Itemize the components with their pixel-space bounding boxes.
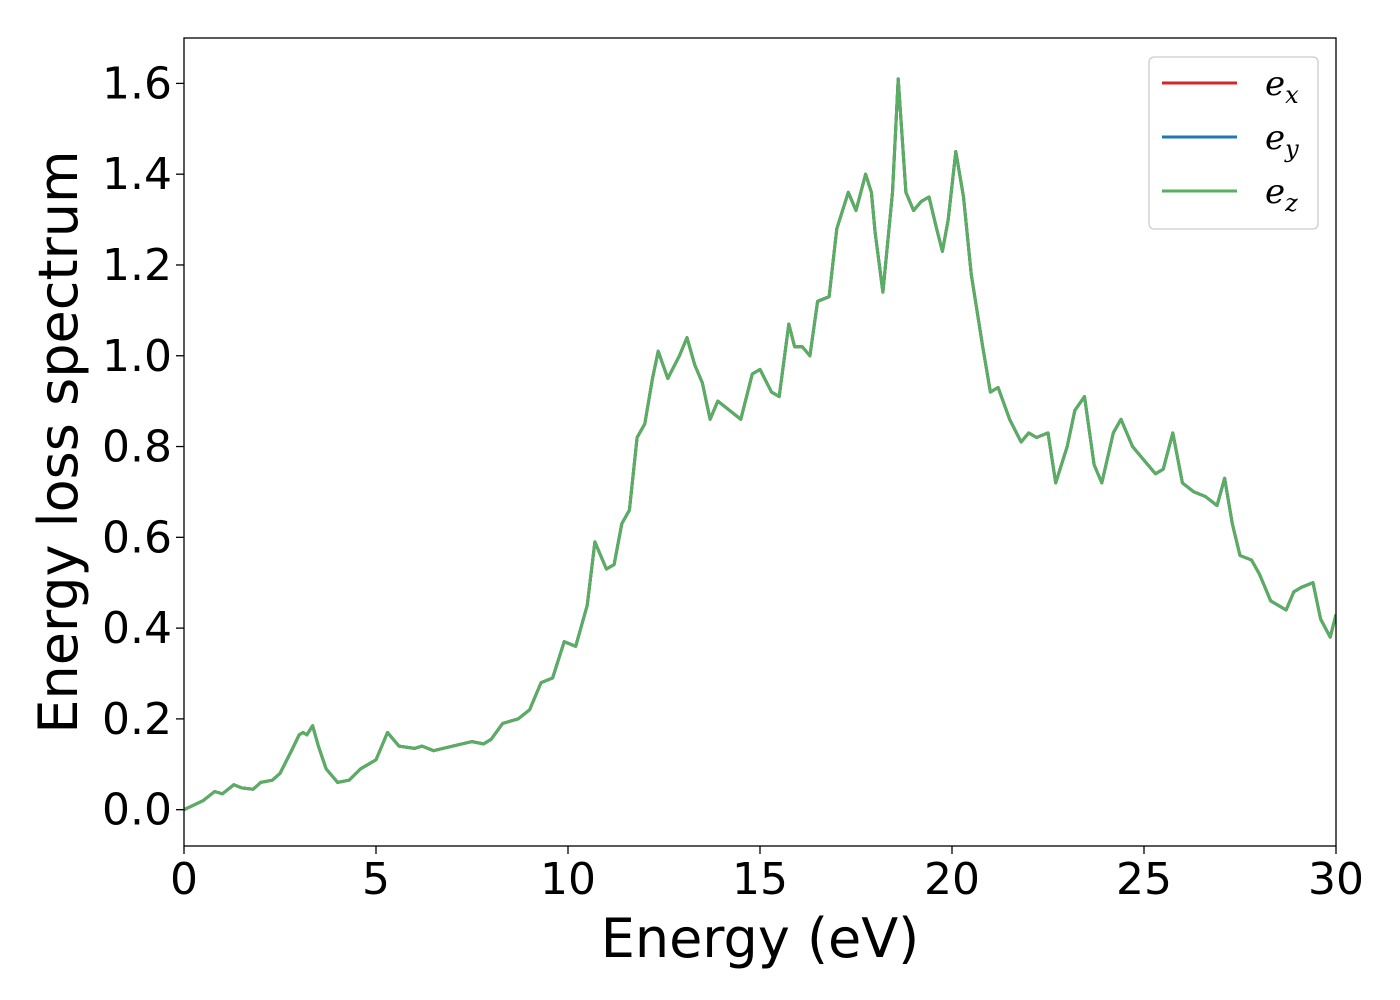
y-tick-label: 1.0 [102, 331, 172, 382]
series-line-ez [184, 77, 1336, 812]
x-tick-label: 30 [1308, 854, 1364, 905]
y-tick-label: 1.2 [102, 240, 172, 291]
y-tick-label: 0.6 [102, 512, 172, 563]
y-tick-label: 1.4 [102, 149, 172, 200]
x-tick-label: 5 [362, 854, 390, 905]
x-tick-label: 0 [170, 854, 198, 905]
y-axis-ticks: 0.0 0.2 0.4 0.6 0.8 1.0 1.2 1.4 1.6 [102, 58, 184, 836]
x-tick-label: 25 [1116, 854, 1172, 905]
x-tick-label: 20 [924, 854, 980, 905]
y-tick-label: 0.2 [102, 694, 172, 745]
y-tick-label: 1.6 [102, 58, 172, 109]
legend-box [1148, 56, 1319, 230]
y-tick-label: 0.0 [102, 785, 172, 836]
x-axis-ticks: 0 5 10 15 20 25 30 [170, 846, 1364, 905]
x-axis-label: Energy (eV) [601, 907, 920, 970]
y-axis-label: Energy loss spectrum [27, 150, 90, 733]
x-tick-label: 15 [732, 854, 788, 905]
y-tick-label: 0.8 [102, 422, 172, 473]
series-layer [184, 77, 1336, 812]
y-tick-label: 0.4 [102, 603, 172, 654]
x-tick-label: 10 [540, 854, 596, 905]
